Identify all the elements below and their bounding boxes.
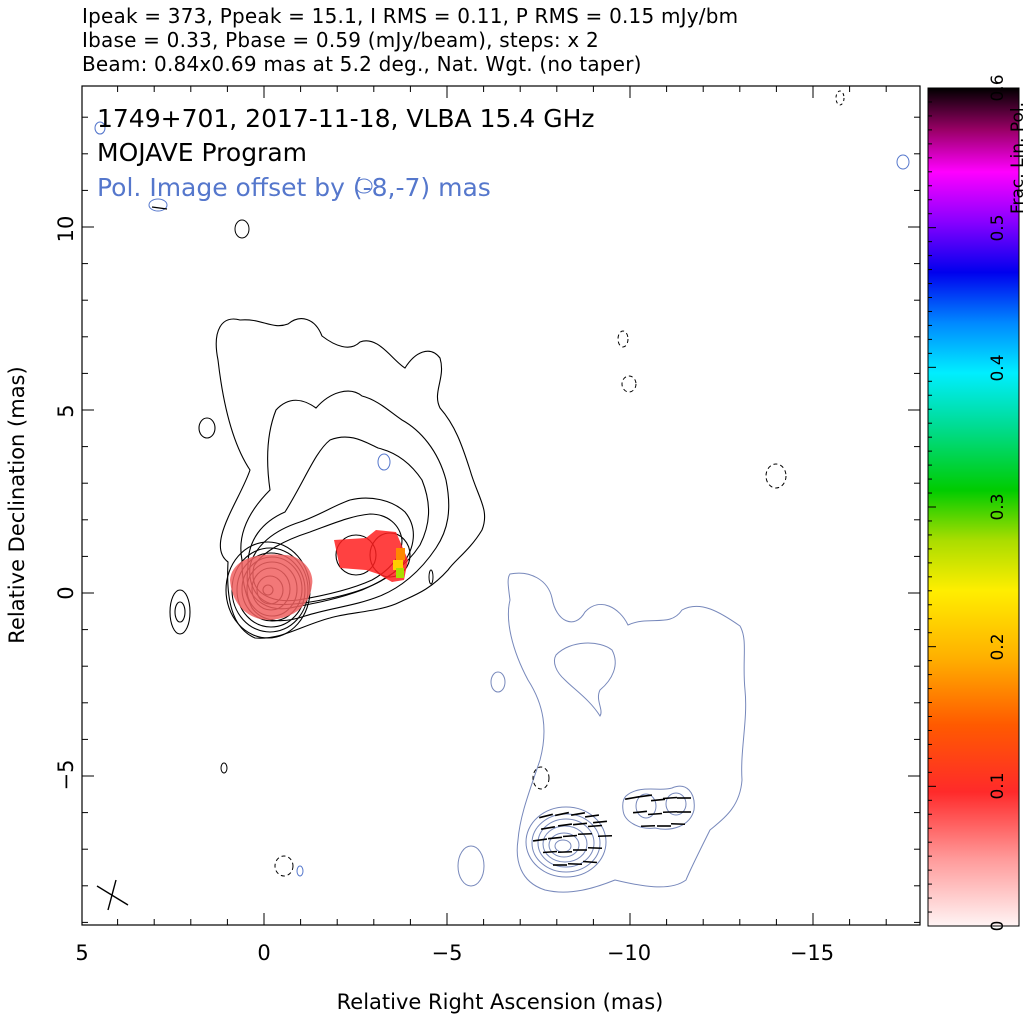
x-tick-label: −5 xyxy=(432,941,463,965)
isolated-contour xyxy=(617,330,629,348)
y-tick-label: 10 xyxy=(54,216,78,243)
frac-pol-knot-patch xyxy=(334,530,408,582)
axis-ticks xyxy=(82,86,920,925)
plot-frame xyxy=(81,85,921,926)
pol-isolated-contour xyxy=(148,198,168,212)
evpa-tick xyxy=(650,798,666,802)
x-tick-label: 5 xyxy=(75,941,88,965)
x-tick-label: −10 xyxy=(607,941,651,965)
y-tick-label: 5 xyxy=(54,404,78,417)
frac-pol-knot-edge-2 xyxy=(393,560,403,570)
pol-isolated-contour xyxy=(355,178,373,194)
y-tick-label: 0 xyxy=(54,586,78,599)
header-line-base: Ibase = 0.33, Pbase = 0.59 (mJy/beam), s… xyxy=(82,28,599,52)
source-annotation: 1749+701, 2017-11-18, VLBA 15.4 GHz xyxy=(97,104,595,133)
evpa-tick xyxy=(547,836,563,840)
pol-inner-contour xyxy=(553,642,616,717)
evpa-tick xyxy=(539,813,553,819)
evpa-tick xyxy=(587,824,603,828)
isolated-contour xyxy=(428,569,434,585)
frac-pol-knot-edge-1 xyxy=(396,548,405,560)
evpa-tick xyxy=(532,838,548,842)
pol-outer-contour xyxy=(507,572,747,893)
isolated-contour xyxy=(174,601,186,623)
evpa-tick xyxy=(572,822,588,826)
isolated-contour xyxy=(234,219,250,239)
pol-offset-annotation: Pol. Image offset by (-8,-7) mas xyxy=(97,173,491,202)
colorbar-tick-label: 0.2 xyxy=(988,633,1008,660)
isolated-contour xyxy=(765,463,787,489)
evpa-tick xyxy=(584,814,600,818)
pol-isolated-contour xyxy=(94,121,106,135)
contour-layer xyxy=(94,90,910,911)
evpa-tick xyxy=(542,850,558,854)
colorbar-tick-label: 0 xyxy=(988,921,1008,932)
pol-isolated-contour xyxy=(490,671,506,693)
evpa-tick xyxy=(632,810,648,814)
program-annotation: MOJAVE Program xyxy=(97,138,307,167)
stokes-i-contour-2 xyxy=(240,390,450,622)
y-tick-label: −5 xyxy=(54,760,78,791)
pol-isolated-contour xyxy=(296,865,304,877)
beam-tick xyxy=(151,206,168,210)
frac-pol-core-patch xyxy=(230,554,313,620)
header-line-beam: Beam: 0.84x0.69 mas at 5.2 deg., Nat. Wg… xyxy=(82,52,642,76)
pol-isolated-contour xyxy=(532,766,550,790)
beam-ellipse-marker xyxy=(96,879,129,911)
colorbar-tick-label: 0.5 xyxy=(988,214,1008,241)
colorbar-label: Frac. Lin. Pol. xyxy=(1008,102,1027,214)
evpa-tick xyxy=(554,811,570,817)
pol-knot-contours xyxy=(622,785,695,830)
colorbar-tick-label: 0.4 xyxy=(988,354,1008,381)
evpa-tick xyxy=(637,794,653,798)
header-line-peaks: Ipeak = 373, Ppeak = 15.1, I RMS = 0.11,… xyxy=(82,4,739,28)
isolated-contour xyxy=(835,90,845,106)
isolated-contour xyxy=(198,417,216,439)
colorbar-tick-label: 0.3 xyxy=(988,493,1008,520)
frac-pol-knot-edge-3 xyxy=(396,568,404,578)
x-axis-label: Relative Right Ascension (mas) xyxy=(337,990,664,1014)
x-tick-label: 0 xyxy=(257,941,270,965)
pol-core-contours xyxy=(525,806,607,878)
isolated-contour xyxy=(169,589,191,635)
colorbar-ticks xyxy=(928,87,936,927)
evpa-tick xyxy=(647,812,663,816)
evpa-tick xyxy=(557,823,573,827)
evpa-tick xyxy=(570,811,586,817)
isolated-contour xyxy=(274,855,294,877)
stokes-i-outer-contour xyxy=(215,318,486,639)
colorbar xyxy=(927,87,1020,927)
evpa-vectors xyxy=(532,794,691,866)
colorbar-tick-label: 0.6 xyxy=(988,74,1008,101)
evpa-tick xyxy=(540,825,556,831)
x-tick-label: −15 xyxy=(790,941,834,965)
pol-isolated-contour xyxy=(457,845,485,887)
y-axis-label: Relative Declination (mas) xyxy=(5,366,29,643)
isolated-contour xyxy=(621,375,637,393)
colorbar-tick-label: 0.1 xyxy=(988,772,1008,799)
evpa-tick xyxy=(582,860,598,864)
evpa-tick xyxy=(562,834,578,838)
evpa-tick xyxy=(592,820,608,824)
pol-isolated-contour xyxy=(896,154,910,170)
pol-isolated-contour xyxy=(377,453,391,471)
evpa-tick xyxy=(662,796,678,800)
isolated-contour xyxy=(220,762,228,774)
evpa-tick xyxy=(624,795,640,801)
